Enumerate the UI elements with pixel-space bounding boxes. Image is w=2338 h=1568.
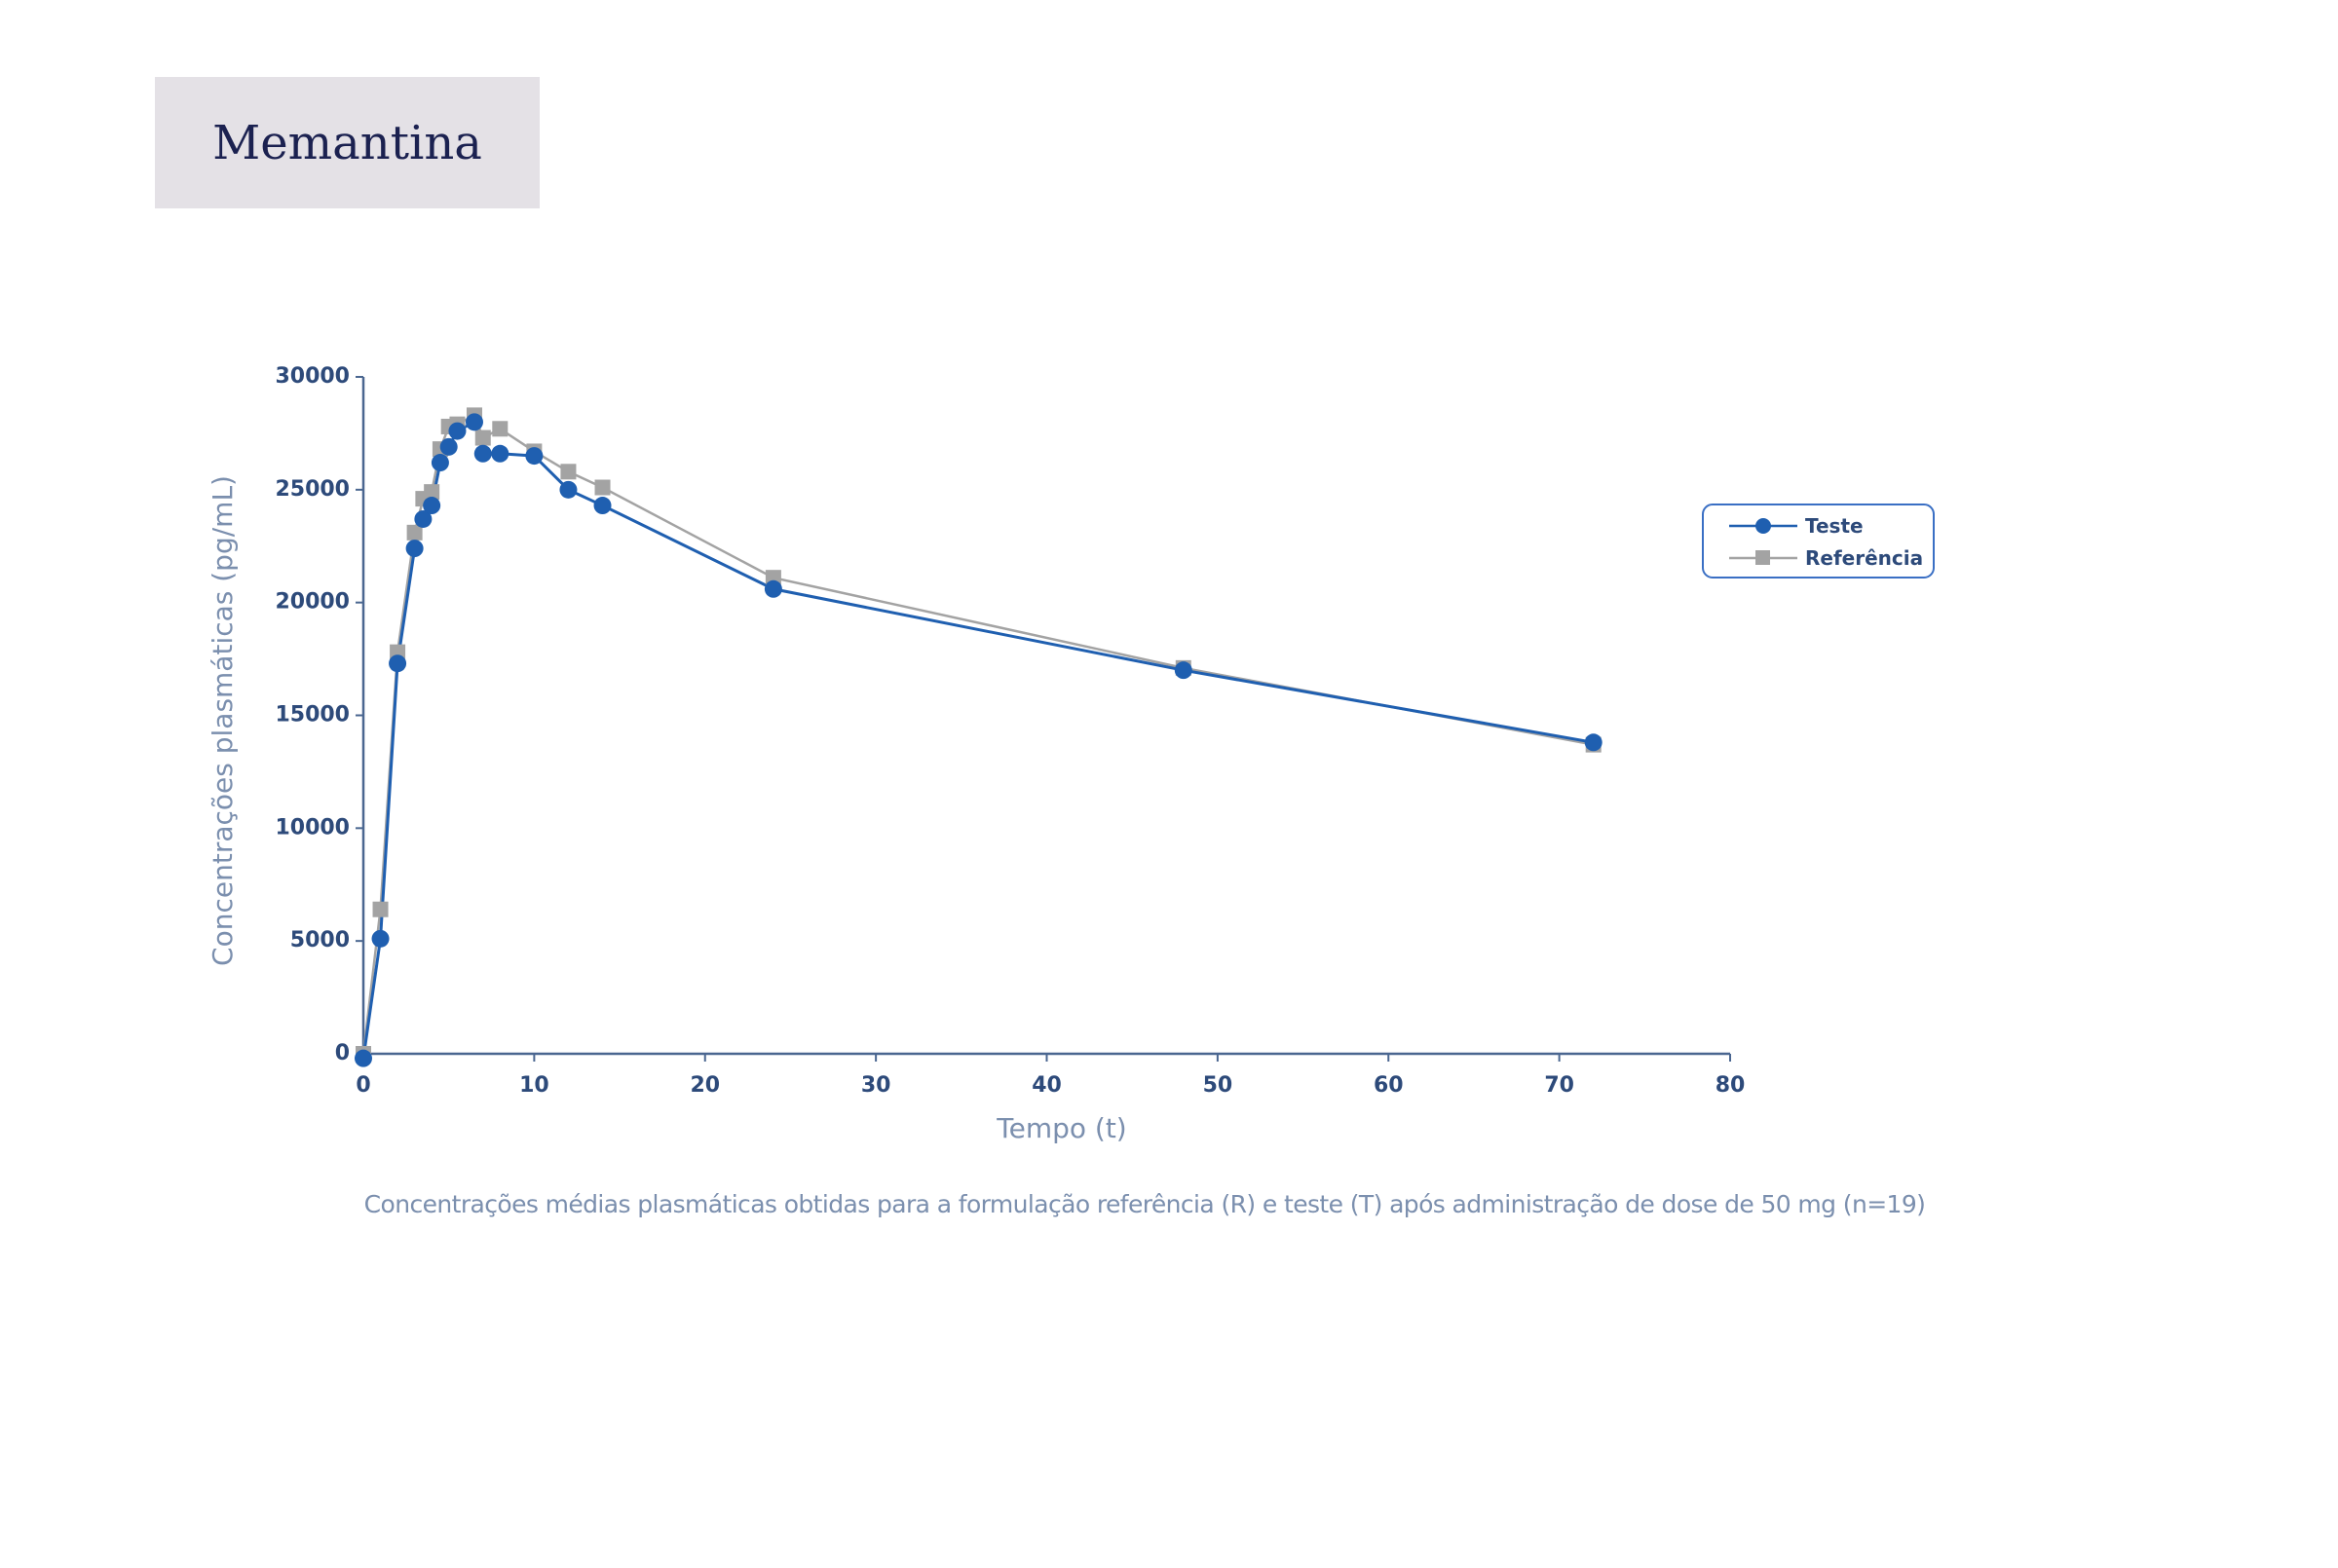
y-tick-label: 5000 <box>290 928 350 952</box>
data-point-referencia <box>560 464 577 480</box>
data-point-teste <box>423 497 441 515</box>
data-point-referencia <box>424 484 440 501</box>
x-tick-label: 70 <box>1544 1073 1574 1098</box>
data-point-teste <box>414 509 433 528</box>
data-point-teste <box>439 437 458 456</box>
x-tick-label: 80 <box>1716 1073 1746 1098</box>
data-point-teste <box>559 480 578 499</box>
legend-marker-referencia <box>1755 550 1770 565</box>
x-tick-label: 60 <box>1374 1073 1404 1098</box>
data-point-teste <box>473 444 492 463</box>
page-title: Memantina <box>212 115 482 170</box>
legend-marker-teste <box>1755 518 1771 534</box>
data-point-teste <box>764 579 782 598</box>
y-tick-label: 30000 <box>275 364 350 389</box>
figure-caption: Concentrações médias plasmáticas obtidas… <box>363 1190 1926 1218</box>
series-line-teste <box>361 420 1594 1059</box>
y-tick-label: 20000 <box>275 590 350 615</box>
data-point-teste <box>1584 733 1603 752</box>
x-tick-label: 30 <box>861 1073 891 1098</box>
x-tick-label: 0 <box>356 1073 370 1098</box>
x-tick-label: 20 <box>690 1073 720 1098</box>
data-point-teste <box>405 540 424 558</box>
data-point-referencia <box>594 479 611 496</box>
data-point-teste <box>431 454 449 472</box>
legend-label-referencia: Referência <box>1805 546 1923 570</box>
data-point-referencia <box>492 421 509 437</box>
y-axis-label: Concentrações plasmáticas (pg/mL) <box>207 475 239 966</box>
data-point-teste <box>389 654 407 673</box>
data-point-teste <box>1174 661 1192 680</box>
data-point-referencia <box>406 524 423 541</box>
data-point-teste <box>491 444 509 463</box>
series-line-referência <box>361 413 1594 1055</box>
y-tick-label: 0 <box>335 1041 350 1065</box>
x-tick-label: 10 <box>519 1073 549 1098</box>
y-tick-label: 10000 <box>275 815 350 840</box>
data-point-teste <box>465 413 483 431</box>
x-tick-label: 50 <box>1203 1073 1233 1098</box>
y-tick-label: 15000 <box>275 703 350 728</box>
title-box: Memantina <box>155 77 540 208</box>
y-tick-label: 25000 <box>275 477 350 502</box>
data-point-referencia <box>372 901 389 917</box>
data-point-teste <box>593 497 612 515</box>
data-point-teste <box>355 1049 372 1067</box>
x-axis-label: Tempo (t) <box>996 1112 1126 1144</box>
x-tick-label: 40 <box>1032 1073 1062 1098</box>
data-point-teste <box>371 929 390 948</box>
legend-label-teste: Teste <box>1805 514 1864 538</box>
data-point-teste <box>448 422 467 440</box>
data-point-teste <box>525 447 544 466</box>
data-point-referencia <box>474 429 491 446</box>
legend: Teste Referência <box>1702 504 1935 579</box>
